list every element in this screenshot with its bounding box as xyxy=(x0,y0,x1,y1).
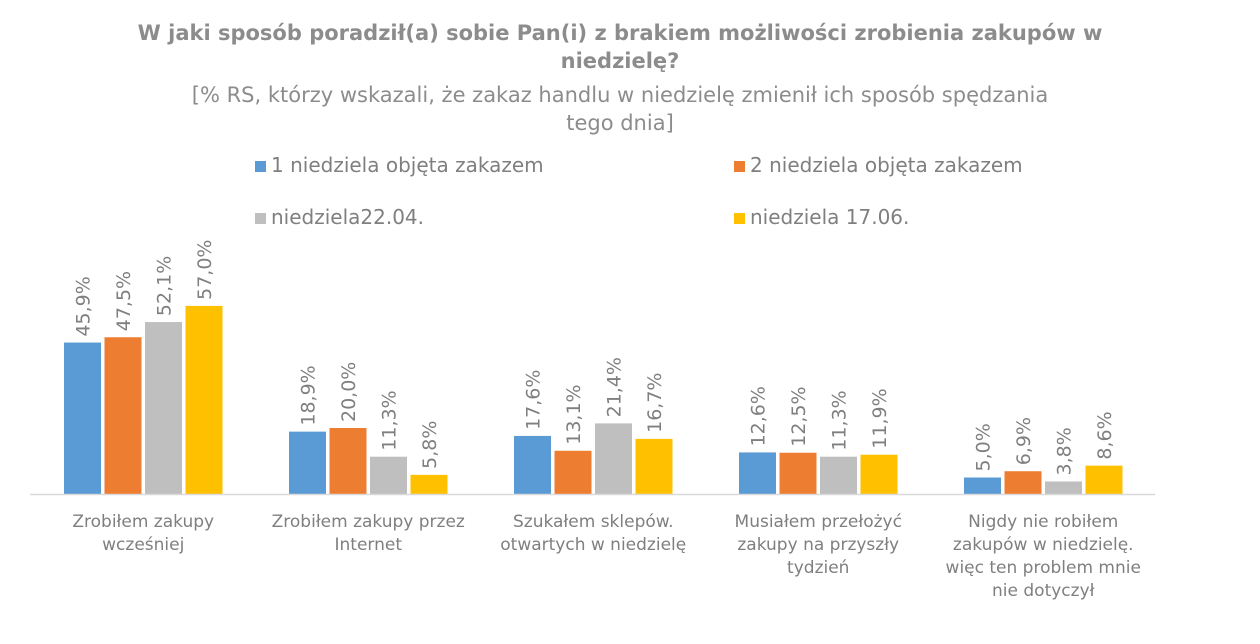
legend-label: niedziela 17.06. xyxy=(750,205,909,229)
legend-swatch xyxy=(734,161,745,172)
bar xyxy=(860,454,898,494)
bar xyxy=(514,435,551,494)
bar xyxy=(635,438,673,494)
data-label: 47,5% xyxy=(113,271,135,331)
legend-label: 1 niedziela objęta zakazem xyxy=(271,153,544,177)
legend-swatch xyxy=(255,213,266,224)
chart-title: W jaki sposób poradził(a) sobie Pan(i) z… xyxy=(138,21,1103,135)
data-label: 11,3% xyxy=(379,390,401,450)
bar xyxy=(595,423,632,494)
bar xyxy=(1045,481,1082,494)
category-label: tydzień xyxy=(787,558,849,578)
category-label: Zrobiłem zakupy xyxy=(72,512,214,532)
bar xyxy=(820,456,857,494)
bar xyxy=(185,305,223,494)
legend-swatch xyxy=(734,213,745,224)
data-label: 16,7% xyxy=(644,373,666,433)
category-label: Zrobiłem zakupy przez xyxy=(272,512,465,532)
chart-title-line-2: niedzielę? xyxy=(561,49,680,73)
data-labels: 45,9% 47,5% 52,1% 57,0% 18,9% 20,0% 11,3% 5,8% 1… xyxy=(73,240,1117,476)
bar xyxy=(410,474,448,494)
category-label: Nigdy nie robiłem xyxy=(968,512,1118,532)
chart-title-line-1: W jaki sposób poradził(a) sobie Pan(i) z… xyxy=(138,21,1103,45)
category-label: Musiałem przełożyć xyxy=(735,512,902,532)
category-label: Internet xyxy=(334,535,402,555)
bar xyxy=(1085,465,1123,494)
data-label: 45,9% xyxy=(73,276,95,336)
data-label: 21,4% xyxy=(604,357,626,417)
data-label: 12,5% xyxy=(788,386,810,446)
bar xyxy=(554,450,592,494)
legend: 1 niedziela objęta zakazem 2 niedziela ob… xyxy=(255,153,1023,229)
data-label: 3,8% xyxy=(1054,427,1076,475)
bar xyxy=(739,452,776,494)
bar xyxy=(370,456,407,494)
category-label: wcześniej xyxy=(102,535,184,555)
category-label: zakupów w niedzielę. xyxy=(953,535,1134,555)
chart-subtitle-line-2: tego dnia] xyxy=(566,111,674,135)
data-label: 11,3% xyxy=(829,390,851,450)
data-label: 11,9% xyxy=(869,388,891,448)
category-label: więc ten problem mnie xyxy=(946,558,1141,578)
bar xyxy=(145,322,182,494)
bar xyxy=(779,452,817,494)
category-label: nie dotyczył xyxy=(992,581,1095,601)
category-label: zakupy na przyszły xyxy=(737,535,899,555)
bars xyxy=(64,305,1123,494)
legend-label: niedziela22.04. xyxy=(271,205,424,229)
category-labels: Zrobiłem zakupy wcześniej Zrobiłem zakupy … xyxy=(72,512,1141,601)
legend-swatch xyxy=(255,161,266,172)
chart-subtitle-line-1: [% RS, którzy wskazali, że zakaz handlu … xyxy=(192,83,1048,107)
category-label: Szukałem sklepów. xyxy=(513,512,674,532)
data-label: 57,0% xyxy=(194,240,216,300)
category-label: otwartych w niedzielę xyxy=(500,535,686,555)
data-label: 5,0% xyxy=(973,423,995,471)
data-label: 12,6% xyxy=(748,386,770,446)
data-label: 52,1% xyxy=(154,256,176,316)
bar xyxy=(64,342,101,494)
bar xyxy=(289,431,326,494)
bar xyxy=(1004,471,1042,494)
data-label: 18,9% xyxy=(298,365,320,425)
bar xyxy=(329,428,367,494)
data-label: 6,9% xyxy=(1013,417,1035,465)
data-label: 8,6% xyxy=(1094,411,1116,459)
data-label: 20,0% xyxy=(338,362,360,422)
data-label: 17,6% xyxy=(523,370,545,430)
bar xyxy=(964,477,1001,494)
legend-label: 2 niedziela objęta zakazem xyxy=(750,153,1023,177)
data-label: 13,1% xyxy=(563,384,585,444)
bar xyxy=(104,337,142,494)
data-label: 5,8% xyxy=(419,421,441,469)
